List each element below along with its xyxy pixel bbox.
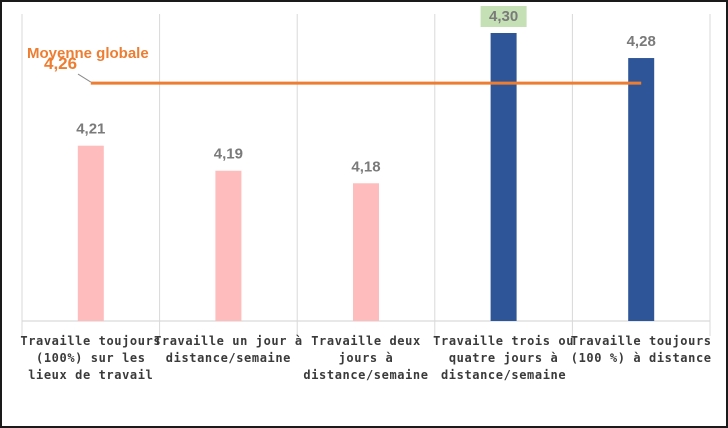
bar-2 <box>353 183 379 321</box>
value-label-2: 4,18 <box>351 158 380 175</box>
category-label-1-line-0: Travaille un jour à <box>154 334 303 348</box>
category-label-0-line-2: lieux de travail <box>28 368 153 382</box>
category-label-4-line-0: Travaille toujours <box>571 334 712 348</box>
value-label-4: 4,28 <box>627 33 656 50</box>
category-label-2-line-1: jours à <box>339 351 394 365</box>
category-label-3-line-1: quatre jours à <box>449 351 559 365</box>
category-label-3-line-0: Travaille trois ou <box>433 334 574 348</box>
category-label-3-line-2: distance/semaine <box>441 368 566 382</box>
bar-1 <box>215 170 242 321</box>
bar-3 <box>490 33 517 321</box>
category-label-0-line-1: (100%) sur les <box>36 351 146 365</box>
category-label-4-line-1: (100 %) à distance <box>571 351 712 365</box>
reference-line-value: 4,26 <box>44 54 77 73</box>
value-label-layer: 4,21 4,19 4,18 4,30 4,28 <box>76 6 656 175</box>
value-label-1: 4,19 <box>214 146 243 163</box>
value-label-0: 4,21 <box>76 121 105 138</box>
category-label-layer: Travaille toujours (100%) sur les lieux de… <box>20 334 711 382</box>
value-label-highlight-3 <box>480 6 527 27</box>
category-label-1-line-1: distance/semaine <box>166 351 291 365</box>
category-label-2-line-2: distance/semaine <box>303 368 428 382</box>
category-label-0-line-0: Travaille toujours <box>20 334 161 348</box>
value-label-3: 4,30 <box>489 8 518 25</box>
bar-0 <box>77 145 104 321</box>
reference-line-name: Moyenne globale <box>27 45 149 62</box>
category-label-2-line-0: Travaille deux <box>311 334 421 348</box>
bar-layer <box>77 33 655 321</box>
bar-4 <box>628 58 655 321</box>
reference-leader-line <box>77 73 92 83</box>
reference-line-layer: Moyenne globale 4,26 <box>27 45 642 85</box>
